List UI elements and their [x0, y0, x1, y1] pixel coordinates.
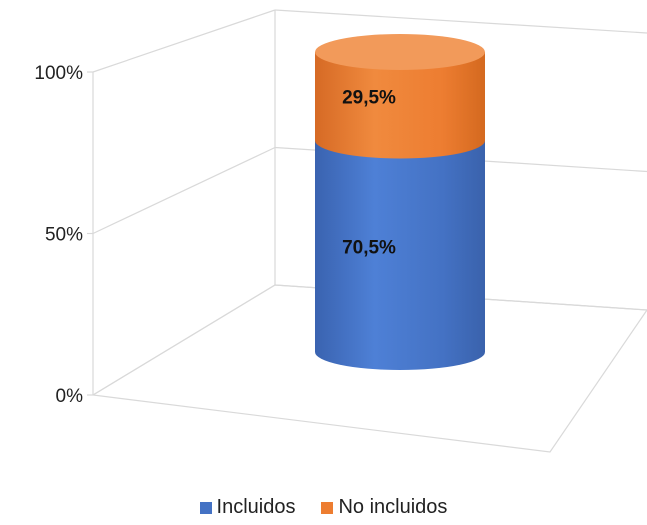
gridline-back-2 [274, 9, 647, 34]
legend-item-no-incluidos: No incluidos [321, 496, 447, 519]
legend-label-incluidos: Incluidos [216, 496, 296, 518]
legend: Incluidos No incluidos [0, 496, 647, 519]
cylinder-top-cap [315, 34, 485, 70]
y-tick-label-2: 100% [34, 63, 83, 84]
data-label-incluidos: 70,5% [342, 237, 396, 258]
gridline-left-0 [92, 284, 276, 396]
cylinder-segment-incluidos [315, 140, 485, 370]
gridline-left-1 [92, 146, 276, 235]
gridline-left-2 [92, 9, 276, 73]
chart-labels: 70,5% 29,5% [342, 87, 396, 258]
chart-bars [315, 34, 485, 370]
legend-item-incluidos: Incluidos [199, 496, 296, 519]
legend-label-no-incluidos: No incluidos [338, 496, 448, 518]
y-tick-label-1: 50% [45, 225, 83, 246]
cylinder-segment-no-incluidos [315, 52, 485, 159]
data-label-no-incluidos: 29,5% [342, 87, 396, 108]
y-tick-label-0: 0% [56, 386, 84, 407]
legend-swatch-no-incluidos [321, 501, 334, 514]
legend-swatch-incluidos [199, 501, 212, 514]
